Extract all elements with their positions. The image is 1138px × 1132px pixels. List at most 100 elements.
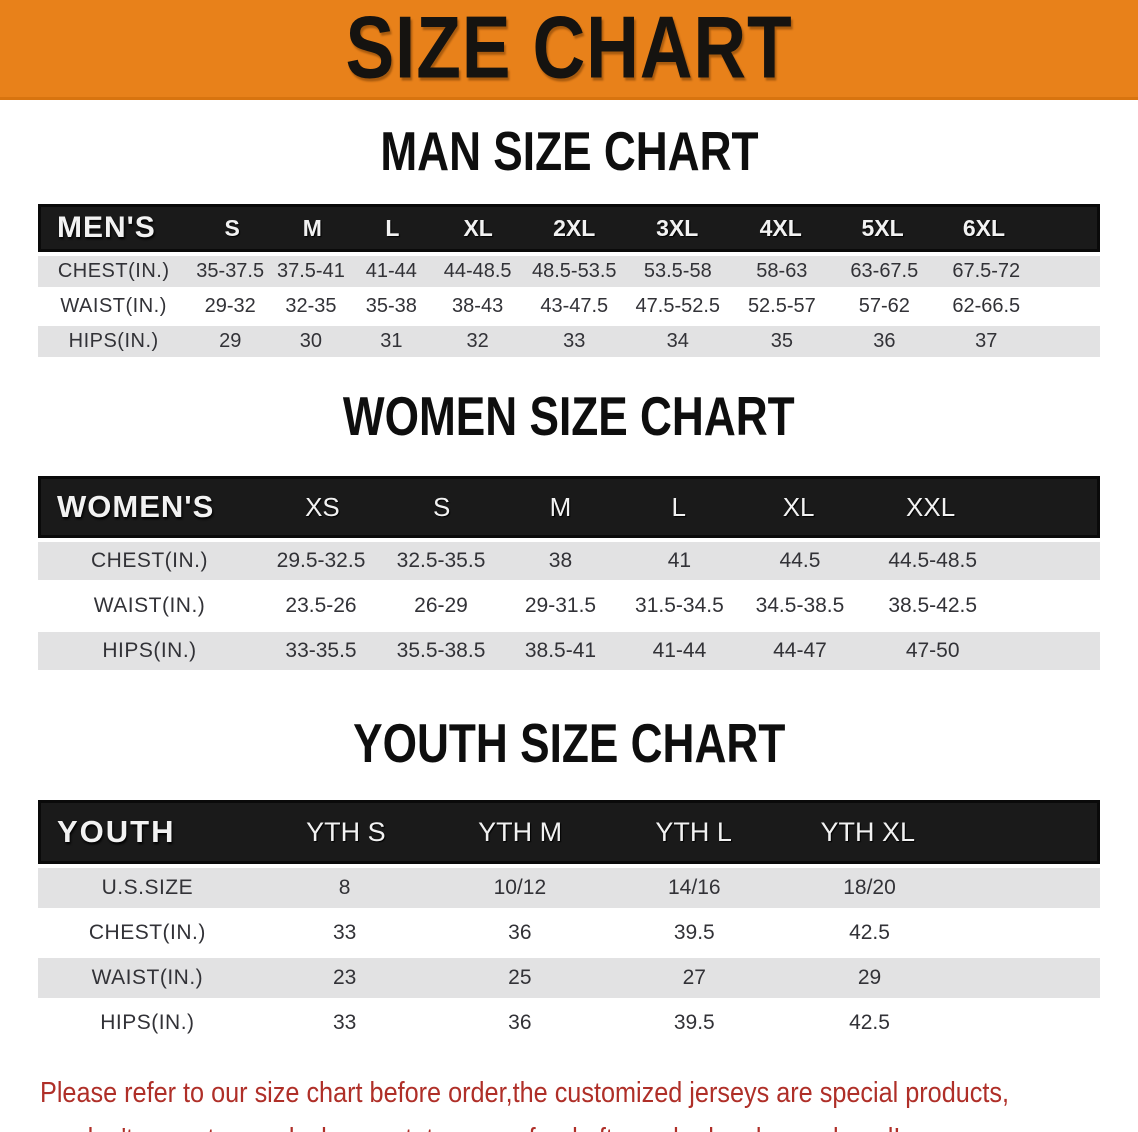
youth-column-header: YTH L (655, 816, 732, 847)
women-size-chart-heading: WOMEN SIZE CHART (0, 390, 1138, 452)
table-cell: 35 (770, 330, 793, 352)
men-column-header: XL (463, 214, 493, 241)
women-table-row: CHEST(IN.) 29.5-32.5 32.5-35.5 38 41 44.… (38, 542, 1100, 580)
youth-table-row: U.S.SIZE 8 10/12 14/16 18/20 (38, 868, 1100, 908)
table-cell: 23.5-26 (285, 594, 357, 617)
men-table-row: HIPS(IN.) 29 30 31 32 33 34 35 36 37 (38, 326, 1100, 357)
table-cell: 42.5 (849, 1011, 890, 1034)
table-cell: 62-66.5 (952, 295, 1021, 317)
row-label: HIPS(IN.) (68, 330, 159, 352)
youth-column-header: YTH XL (820, 816, 916, 847)
table-cell: 44-47 (773, 639, 827, 662)
size-chart-title: SIZE CHART (345, 0, 793, 97)
table-cell: 27 (682, 966, 706, 989)
row-label: CHEST(IN.) (91, 549, 208, 572)
women-size-table: WOMEN'S XS S M L XL XXL CHEST(IN.) 29.5-… (38, 476, 1100, 670)
table-cell: 47-50 (905, 639, 960, 662)
table-cell: 43-47.5 (540, 295, 609, 317)
table-cell: 36 (508, 921, 532, 944)
table-cell: 33 (332, 921, 357, 944)
disclaimer-text: Please refer to our size chart before or… (40, 1070, 1138, 1132)
women-column-header: L (671, 491, 686, 522)
table-cell: 10/12 (493, 876, 547, 899)
youth-size-chart-heading: YOUTH SIZE CHART (0, 713, 1138, 779)
row-label: WAIST(IN.) (93, 594, 206, 617)
youth-table-row: HIPS(IN.) 33 36 39.5 42.5 (38, 1003, 1100, 1043)
table-cell: 35.5-38.5 (396, 639, 486, 662)
table-cell: 36 (508, 1011, 532, 1034)
table-cell: 48.5-53.5 (532, 260, 617, 282)
table-cell: 29.5-32.5 (276, 549, 366, 572)
table-cell: 42.5 (849, 921, 890, 944)
row-label: HIPS(IN.) (100, 1011, 195, 1034)
men-table-row: WAIST(IN.) 29-32 32-35 35-38 38-43 43-47… (38, 291, 1100, 322)
table-cell: 39.5 (673, 921, 715, 944)
men-column-header: M (302, 214, 322, 241)
youth-size-table: YOUTH YTH S YTH M YTH L YTH XL U.S.SIZE … (38, 800, 1100, 1043)
table-cell: 41-44 (365, 260, 417, 282)
women-column-header: M (549, 491, 572, 522)
table-cell: 38 (548, 549, 573, 572)
table-cell: 38.5-42.5 (888, 594, 978, 617)
table-cell: 38.5-41 (524, 639, 597, 662)
women-size-chart-section: WOMEN SIZE CHART WOMEN'S XS S M L XL XXL… (0, 390, 1138, 670)
table-cell: 25 (508, 966, 532, 989)
table-cell: 33 (332, 1011, 357, 1034)
table-cell: 35-38 (365, 295, 417, 317)
table-cell: 36 (873, 330, 896, 352)
men-size-chart-heading-text: MAN SIZE CHART (379, 121, 759, 183)
youth-size-chart-section: YOUTH SIZE CHART YOUTH YTH S YTH M YTH L… (0, 713, 1138, 1043)
women-table-corner-label: WOMEN'S (57, 489, 215, 524)
table-cell: 33-35.5 (285, 639, 357, 662)
youth-column-header: YTH M (478, 816, 563, 847)
table-cell: 31.5-34.5 (635, 594, 724, 617)
men-table-row: CHEST(IN.) 35-37.5 37.5-41 41-44 44-48.5… (38, 256, 1100, 287)
row-label: WAIST(IN.) (60, 295, 167, 317)
disclaimer-line-1: Please refer to our size chart before or… (40, 1077, 1010, 1109)
men-size-chart-heading: MAN SIZE CHART (0, 121, 1138, 187)
row-label: CHEST(IN.) (88, 921, 206, 944)
row-label: WAIST(IN.) (91, 966, 204, 989)
table-cell: 47.5-52.5 (635, 295, 721, 317)
table-cell: 38-43 (452, 295, 504, 317)
men-column-header: 6XL (962, 214, 1006, 241)
men-size-chart-section: MAN SIZE CHART MEN'S S M L XL 2XL 3XL 4X… (0, 121, 1138, 357)
table-cell: 32.5-35.5 (396, 549, 486, 572)
men-column-header: S (224, 214, 240, 241)
table-cell: 32 (466, 330, 489, 352)
table-cell: 31 (380, 330, 403, 352)
men-column-header: L (385, 214, 400, 241)
youth-size-chart-heading-text: YOUTH SIZE CHART (352, 713, 786, 775)
youth-table-row: CHEST(IN.) 33 36 39.5 42.5 (38, 913, 1100, 953)
table-cell: 18/20 (843, 876, 896, 899)
table-cell: 41-44 (652, 639, 707, 662)
table-cell: 34 (666, 330, 689, 352)
table-cell: 53.5-58 (643, 260, 712, 282)
table-cell: 8 (338, 876, 351, 899)
men-table-corner-label: MEN'S (57, 211, 156, 244)
table-cell: 37 (975, 330, 998, 352)
table-cell: 34.5-38.5 (755, 594, 845, 617)
table-cell: 44-48.5 (443, 260, 512, 282)
table-cell: 44.5-48.5 (888, 549, 978, 572)
men-column-header: 3XL (656, 214, 699, 241)
table-cell: 33 (563, 330, 586, 352)
youth-table-row: WAIST(IN.) 23 25 27 29 (38, 958, 1100, 998)
table-cell: 29-32 (204, 295, 256, 317)
disclaimer-line-2: we don't accept cancel, change, teturn o… (40, 1116, 900, 1132)
table-cell: 39.5 (673, 1011, 715, 1034)
table-cell: 32-35 (285, 295, 337, 317)
women-table-row: WAIST(IN.) 23.5-26 26-29 29-31.5 31.5-34… (38, 587, 1100, 625)
table-cell: 67.5-72 (952, 260, 1021, 282)
table-cell: 57-62 (858, 295, 910, 317)
table-cell: 35-37.5 (196, 260, 265, 282)
youth-table-corner-label: YOUTH (57, 814, 176, 849)
men-column-header: 5XL (861, 214, 904, 241)
women-table-row: HIPS(IN.) 33-35.5 35.5-38.5 38.5-41 41-4… (38, 632, 1100, 670)
row-label: CHEST(IN.) (57, 260, 170, 282)
women-column-header: XL (782, 491, 815, 522)
table-cell: 26-29 (414, 594, 468, 617)
women-column-header: S (433, 491, 451, 522)
table-cell: 30 (299, 330, 323, 352)
row-label: HIPS(IN.) (102, 639, 197, 662)
